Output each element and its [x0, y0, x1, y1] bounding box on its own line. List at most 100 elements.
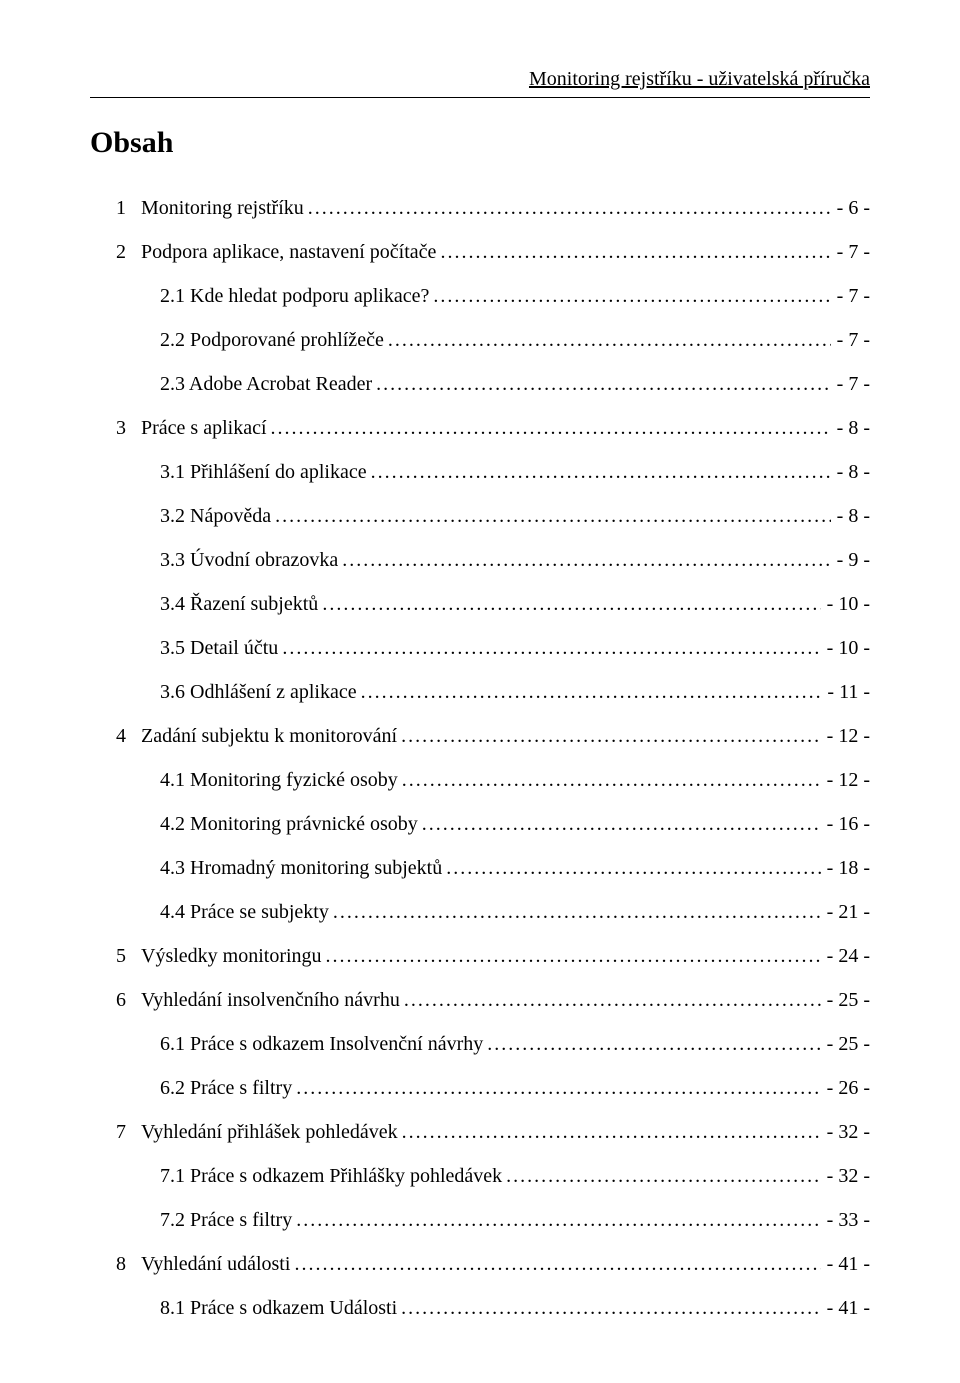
toc-entry: 3.3 Úvodní obrazovka - 9 - [90, 538, 870, 582]
toc-entry-title[interactable]: 2.1 Kde hledat podporu aplikace? [160, 274, 429, 318]
toc-entry-page: - 16 - [825, 802, 870, 846]
toc-entry: 2 Podpora aplikace, nastavení počítače - … [90, 230, 870, 274]
toc-leader [402, 758, 821, 802]
toc-entry: 5 Výsledky monitoringu - 24 - [90, 934, 870, 978]
toc-entry-title[interactable]: 5 Výsledky monitoringu [116, 934, 322, 978]
toc-entry-page: - 25 - [825, 1022, 870, 1066]
toc-leader [402, 1110, 821, 1154]
toc-entry: 4.2 Monitoring právnické osoby - 16 - [90, 802, 870, 846]
toc-leader [506, 1154, 821, 1198]
toc-leader [294, 1242, 820, 1286]
toc-entry-title[interactable]: 2.3 Adobe Acrobat Reader [160, 362, 372, 406]
toc-entry-title[interactable]: 4.2 Monitoring právnické osoby [160, 802, 418, 846]
toc-entry-title[interactable]: 4.4 Práce se subjekty [160, 890, 329, 934]
toc-leader [440, 230, 830, 274]
toc-entry: 7.1 Práce s odkazem Přihlášky pohledávek… [90, 1154, 870, 1198]
toc-entry-title[interactable]: 7 Vyhledání přihlášek pohledávek [116, 1110, 398, 1154]
toc-entry-title[interactable]: 1 Monitoring rejstříku [116, 186, 304, 230]
toc-entry: 4.3 Hromadný monitoring subjektů - 18 - [90, 846, 870, 890]
toc-entry-page: - 7 - [835, 318, 870, 362]
toc-entry-page: - 26 - [825, 1066, 870, 1110]
toc-entry-page: - 7 - [835, 362, 870, 406]
toc-entry-page: - 10 - [825, 582, 870, 626]
toc-entry: 4 Zadání subjektu k monitorování - 12 - [90, 714, 870, 758]
toc-leader [271, 406, 831, 450]
toc-leader [361, 670, 822, 714]
toc-entry-page: - 7 - [835, 230, 870, 274]
toc-entry: 3.2 Nápověda- 8 - [90, 494, 870, 538]
toc-leader [401, 1286, 821, 1330]
toc-entry-title[interactable]: 8 Vyhledání události [116, 1242, 290, 1286]
toc-entry-page: - 21 - [825, 890, 870, 934]
toc-entry-page: - 12 - [825, 714, 870, 758]
toc-entry: 3.6 Odhlášení z aplikace - 11 - [90, 670, 870, 714]
header-rule [90, 97, 870, 98]
toc-leader [404, 978, 821, 1022]
toc-entry: 6 Vyhledání insolvenčního návrhu - 25 - [90, 978, 870, 1022]
toc-entry-page: - 41 - [825, 1286, 870, 1330]
toc-entry: 7 Vyhledání přihlášek pohledávek - 32 - [90, 1110, 870, 1154]
toc-leader [333, 890, 821, 934]
toc-entry-title[interactable]: 4.3 Hromadný monitoring subjektů [160, 846, 442, 890]
toc-entry-title[interactable]: 3.2 Nápověda [160, 494, 271, 538]
toc-entry: 7.2 Práce s filtry - 33 - [90, 1198, 870, 1242]
toc-leader [433, 274, 830, 318]
toc-entry-title[interactable]: 7.2 Práce s filtry [160, 1198, 292, 1242]
toc-entry-title[interactable]: 3.4 Řazení subjektů [160, 582, 318, 626]
toc-entry-title[interactable]: 2.2 Podporované prohlížeče [160, 318, 384, 362]
toc-entry-title[interactable]: 7.1 Práce s odkazem Přihlášky pohledávek [160, 1154, 502, 1198]
toc-entry-page: - 6 - [835, 186, 870, 230]
toc-leader [446, 846, 820, 890]
toc-leader [326, 934, 821, 978]
toc-leader [422, 802, 821, 846]
toc-entry: 3.5 Detail účtu - 10 - [90, 626, 870, 670]
toc-entry: 4.1 Monitoring fyzické osoby - 12 - [90, 758, 870, 802]
toc-entry-page: - 9 - [835, 538, 870, 582]
toc-entry-page: - 12 - [825, 758, 870, 802]
toc-entry-page: - 8 - [835, 406, 870, 450]
toc-leader [282, 626, 820, 670]
toc-entry-title[interactable]: 4.1 Monitoring fyzické osoby [160, 758, 398, 802]
toc-entry-page: - 18 - [825, 846, 870, 890]
toc-leader [401, 714, 821, 758]
toc-entry-title[interactable]: 3.1 Přihlášení do aplikace [160, 450, 367, 494]
toc-container: 1 Monitoring rejstříku- 6 -2 Podpora apl… [90, 186, 870, 1330]
toc-leader [376, 362, 831, 406]
toc-entry-title[interactable]: 6 Vyhledání insolvenčního návrhu [116, 978, 400, 1022]
toc-entry-page: - 24 - [825, 934, 870, 978]
toc-entry-title[interactable]: 2 Podpora aplikace, nastavení počítače [116, 230, 436, 274]
toc-entry-page: - 32 - [825, 1110, 870, 1154]
toc-entry: 3.1 Přihlášení do aplikace - 8 - [90, 450, 870, 494]
toc-entry: 2.2 Podporované prohlížeče - 7 - [90, 318, 870, 362]
toc-entry-title[interactable]: 3 Práce s aplikací [116, 406, 267, 450]
toc-entry-title[interactable]: 6.2 Práce s filtry [160, 1066, 292, 1110]
toc-entry-page: - 10 - [825, 626, 870, 670]
toc-entry-title[interactable]: 3.3 Úvodní obrazovka [160, 538, 338, 582]
toc-entry-page: - 25 - [825, 978, 870, 1022]
toc-entry: 4.4 Práce se subjekty - 21 - [90, 890, 870, 934]
toc-entry: 8 Vyhledání události - 41 - [90, 1242, 870, 1286]
toc-entry-title[interactable]: 3.6 Odhlášení z aplikace [160, 670, 357, 714]
toc-entry-title[interactable]: 8.1 Práce s odkazem Události [160, 1286, 397, 1330]
toc-entry-title[interactable]: 3.5 Detail účtu [160, 626, 278, 670]
toc-leader [342, 538, 830, 582]
page-body: Monitoring rejstříku - uživatelská příru… [0, 0, 960, 1330]
toc-entry: 2.1 Kde hledat podporu aplikace? - 7 - [90, 274, 870, 318]
toc-entry-page: - 7 - [835, 274, 870, 318]
toc-entry-page: - 11 - [825, 670, 870, 714]
toc-entry-page: - 8 - [835, 450, 870, 494]
toc-entry: 6.1 Práce s odkazem Insolvenční návrhy - … [90, 1022, 870, 1066]
toc-entry: 3 Práce s aplikací - 8 - [90, 406, 870, 450]
toc-entry: 2.3 Adobe Acrobat Reader - 7 - [90, 362, 870, 406]
toc-entry-page: - 33 - [825, 1198, 870, 1242]
toc-entry-page: - 41 - [825, 1242, 870, 1286]
toc-entry-title[interactable]: 4 Zadání subjektu k monitorování [116, 714, 397, 758]
running-head: Monitoring rejstříku - uživatelská příru… [90, 68, 870, 91]
toc-entry: 8.1 Práce s odkazem Události - 41 - [90, 1286, 870, 1330]
toc-entry: 3.4 Řazení subjektů - 10 - [90, 582, 870, 626]
toc-entry-page: - 32 - [825, 1154, 870, 1198]
toc-entry: 6.2 Práce s filtry - 26 - [90, 1066, 870, 1110]
toc-leader [388, 318, 831, 362]
toc-entry-title[interactable]: 6.1 Práce s odkazem Insolvenční návrhy [160, 1022, 483, 1066]
toc-leader [322, 582, 820, 626]
